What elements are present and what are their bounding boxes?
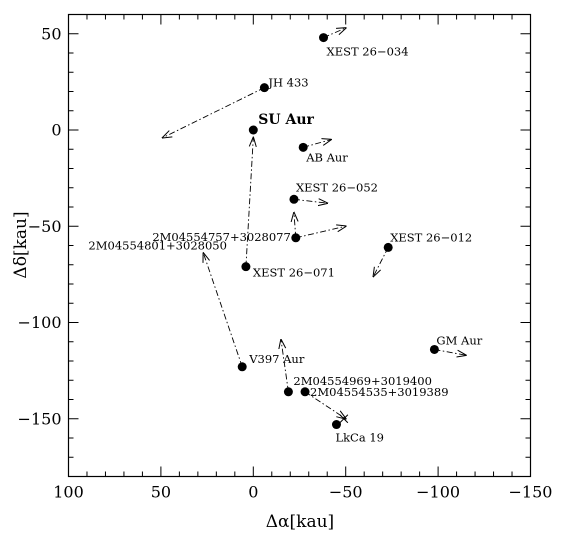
x-tick-label: 50 xyxy=(151,483,171,502)
star-label: JH 433 xyxy=(267,76,308,90)
motion-arrow xyxy=(281,340,289,392)
star-point xyxy=(383,242,393,252)
x-tick-label: −150 xyxy=(509,483,553,502)
motion-arrow xyxy=(304,391,346,419)
star-point xyxy=(237,362,247,372)
star-point xyxy=(319,33,329,43)
star-label: XEST 26−071 xyxy=(253,266,335,280)
star-label: 2M04554535+3019389 xyxy=(310,385,448,399)
y-tick-label: 50 xyxy=(41,24,61,43)
tick-labels: 100 50 0 −50 −100 −150 50 0 −50 −100 −150 xyxy=(18,24,553,501)
star-labels: XEST 26−034 JH 433 SU Aur AB Aur XEST 26−052… xyxy=(88,45,482,445)
star-point xyxy=(259,83,269,93)
motion-arrow xyxy=(245,138,253,267)
cross-marker xyxy=(339,414,349,424)
y-tick-label: −150 xyxy=(18,409,62,428)
motion-arrow xyxy=(293,199,327,203)
star-point xyxy=(291,233,301,243)
star-point xyxy=(331,420,341,430)
star-point xyxy=(300,387,310,397)
star-point xyxy=(248,125,258,135)
x-tick-label: −50 xyxy=(329,483,363,502)
star-label: V397 Aur xyxy=(248,352,305,366)
y-tick-label: −100 xyxy=(18,313,62,332)
star-point xyxy=(289,194,299,204)
x-tick-label: 100 xyxy=(53,483,84,502)
star-point xyxy=(298,142,308,152)
motion-arrow xyxy=(295,226,346,239)
star-label: 2M04554801+3028050 xyxy=(88,239,226,253)
proper-motion-arrows xyxy=(163,28,466,419)
x-tick-label: −100 xyxy=(416,483,460,502)
star-point xyxy=(241,262,251,272)
cross-markers xyxy=(339,414,349,424)
y-tick-label: 0 xyxy=(51,121,61,140)
x-axis-title: Δα[kau] xyxy=(266,512,334,532)
star-label: LkCa 19 xyxy=(335,431,384,445)
star-label: 2M04554757+3028077 xyxy=(152,230,290,244)
motion-arrow xyxy=(203,253,243,367)
star-label: 2M04554969+3019400 xyxy=(293,374,431,388)
axis-ticks xyxy=(68,14,531,477)
y-tick-label: −50 xyxy=(28,217,62,236)
y-axis-title: Δδ[kau] xyxy=(11,211,31,278)
star-label: AB Aur xyxy=(305,150,348,164)
star-label: XEST 26−012 xyxy=(390,230,472,244)
star-label: GM Aur xyxy=(436,333,482,347)
star-points xyxy=(237,33,439,430)
star-point xyxy=(429,344,439,354)
motion-arrow xyxy=(303,140,331,148)
motion-arrow xyxy=(434,349,465,355)
motion-arrow xyxy=(373,247,389,276)
star-label: SU Aur xyxy=(258,112,314,128)
x-tick-label: 0 xyxy=(248,483,258,502)
star-label: XEST 26−052 xyxy=(296,180,378,194)
star-label: XEST 26−034 xyxy=(327,45,409,59)
star-point xyxy=(283,387,293,397)
